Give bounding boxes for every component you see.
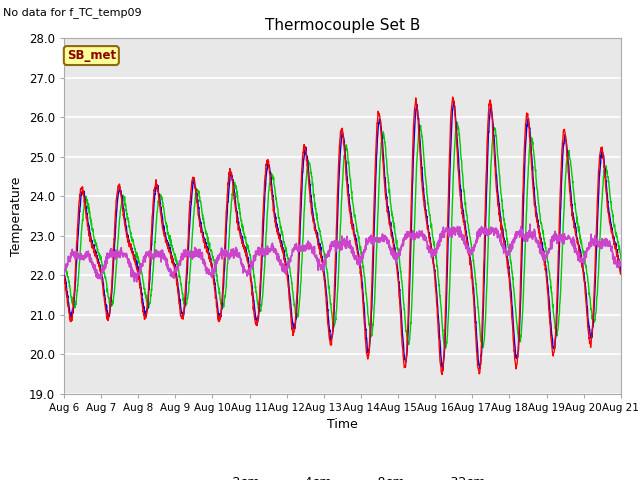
X-axis label: Time: Time	[327, 418, 358, 431]
Y-axis label: Temperature: Temperature	[10, 176, 23, 256]
Text: No data for f_TC_temp09: No data for f_TC_temp09	[3, 7, 142, 18]
Title: Thermocouple Set B: Thermocouple Set B	[265, 18, 420, 33]
Text: SB_met: SB_met	[67, 49, 116, 62]
Legend: -2cm, -4cm, -8cm, -32cm: -2cm, -4cm, -8cm, -32cm	[194, 471, 491, 480]
